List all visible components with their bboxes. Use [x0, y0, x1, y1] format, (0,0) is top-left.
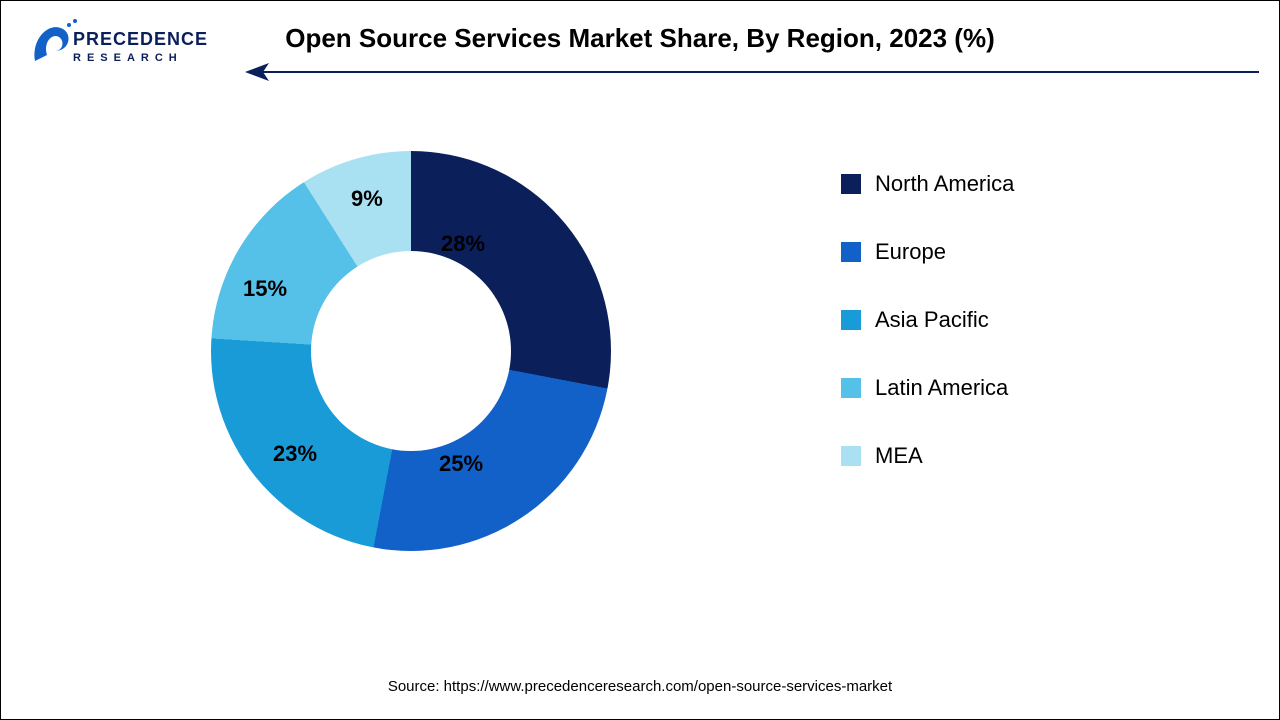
- legend: North America Europe Asia Pacific Latin Ame…: [841, 171, 1014, 511]
- source-caption: Source: https://www.precedenceresearch.c…: [1, 678, 1279, 695]
- donut-hole: [311, 251, 511, 451]
- legend-swatch: [841, 242, 861, 262]
- slice-label: 9%: [351, 186, 383, 212]
- legend-label: Asia Pacific: [875, 307, 989, 333]
- arrow-head-icon: [245, 63, 271, 81]
- slice-label: 23%: [273, 441, 317, 467]
- legend-item: MEA: [841, 443, 1014, 469]
- title-rule-line: [261, 71, 1259, 73]
- chart-title: Open Source Services Market Share, By Re…: [1, 23, 1279, 54]
- legend-swatch: [841, 446, 861, 466]
- slice-label: 15%: [243, 276, 287, 302]
- chart-frame: PRECEDENCE RESEARCH Open Source Services…: [0, 0, 1280, 720]
- legend-swatch: [841, 174, 861, 194]
- donut-chart: 28% 25% 23% 15% 9%: [161, 131, 661, 631]
- legend-label: MEA: [875, 443, 923, 469]
- slice-label: 28%: [441, 231, 485, 257]
- legend-swatch: [841, 378, 861, 398]
- legend-item: Europe: [841, 239, 1014, 265]
- slice-label: 25%: [439, 451, 483, 477]
- legend-label: Latin America: [875, 375, 1008, 401]
- legend-item: Latin America: [841, 375, 1014, 401]
- legend-swatch: [841, 310, 861, 330]
- legend-label: North America: [875, 171, 1014, 197]
- legend-label: Europe: [875, 239, 946, 265]
- legend-item: North America: [841, 171, 1014, 197]
- legend-item: Asia Pacific: [841, 307, 1014, 333]
